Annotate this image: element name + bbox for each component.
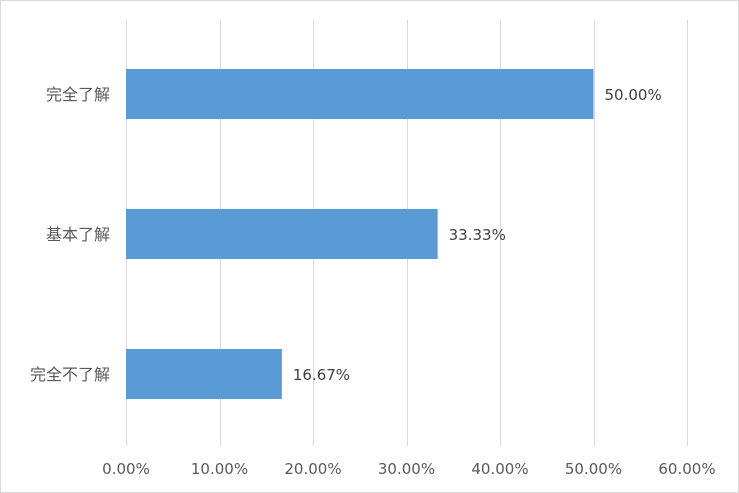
category-label: 完全不了解 bbox=[30, 365, 110, 384]
data-labels: 50.00% 33.33% 16.67% bbox=[293, 86, 662, 384]
data-label: 33.33% bbox=[449, 226, 506, 244]
category-label: 完全了解 bbox=[46, 85, 110, 104]
bar bbox=[126, 69, 594, 119]
bar bbox=[126, 209, 438, 259]
x-tick-label: 0.00% bbox=[102, 460, 150, 478]
data-label: 50.00% bbox=[605, 86, 662, 104]
x-tick-label: 30.00% bbox=[378, 460, 435, 478]
x-tick-label: 20.00% bbox=[284, 460, 341, 478]
x-tick-label: 40.00% bbox=[471, 460, 528, 478]
category-label: 基本了解 bbox=[46, 225, 110, 244]
bars bbox=[126, 69, 594, 399]
x-tick-label: 60.00% bbox=[658, 460, 715, 478]
x-tick-labels: 0.00% 10.00% 20.00% 30.00% 40.00% 50.00% 60.00… bbox=[102, 460, 715, 478]
x-tick-label: 50.00% bbox=[565, 460, 622, 478]
x-tick-label: 10.00% bbox=[191, 460, 248, 478]
data-label: 16.67% bbox=[293, 366, 350, 384]
bar bbox=[126, 349, 282, 399]
